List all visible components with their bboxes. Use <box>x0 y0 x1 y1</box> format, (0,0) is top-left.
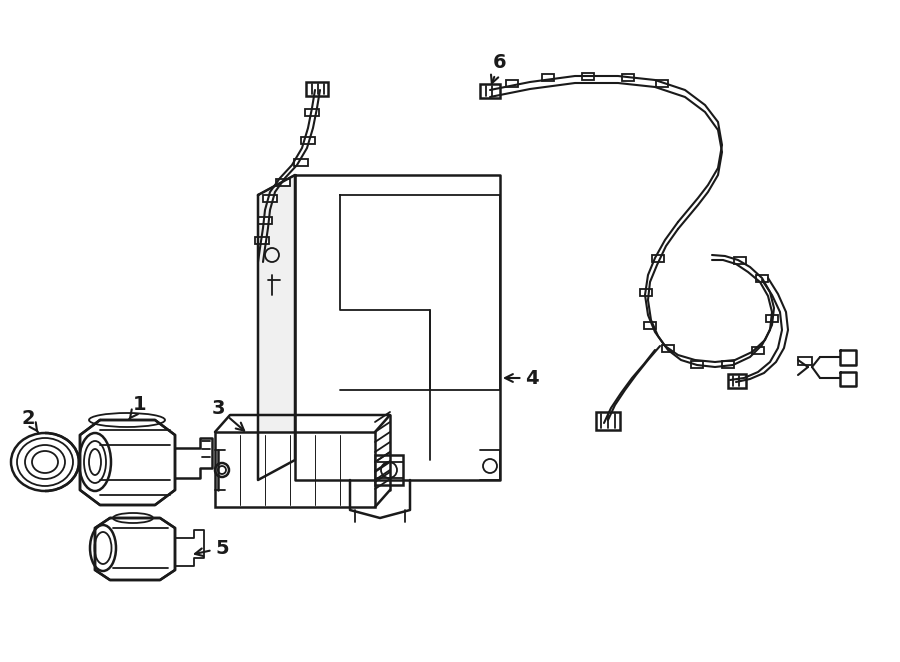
Bar <box>756 275 768 282</box>
Bar <box>301 137 315 144</box>
Bar <box>622 74 634 81</box>
Bar <box>542 74 554 81</box>
Bar <box>375 455 403 485</box>
Bar <box>276 179 290 186</box>
Bar <box>662 345 674 352</box>
Text: 1: 1 <box>129 395 147 420</box>
Bar <box>255 237 269 244</box>
Polygon shape <box>258 175 295 480</box>
Bar <box>734 257 746 264</box>
Bar <box>305 109 319 116</box>
Bar <box>644 322 656 329</box>
Bar <box>306 82 328 96</box>
Bar <box>215 432 375 507</box>
Text: 2: 2 <box>22 408 39 432</box>
Polygon shape <box>80 420 175 505</box>
Bar <box>582 73 594 80</box>
Bar <box>258 217 272 224</box>
Bar <box>294 159 308 166</box>
Bar <box>766 315 778 322</box>
Bar <box>263 195 277 202</box>
Bar <box>728 374 746 388</box>
Bar <box>752 347 764 354</box>
Polygon shape <box>95 518 175 580</box>
Bar <box>656 80 668 87</box>
Text: 3: 3 <box>212 399 244 431</box>
Bar <box>722 361 734 368</box>
Bar <box>640 289 652 296</box>
Bar <box>652 255 664 262</box>
Bar <box>596 412 620 430</box>
Text: 4: 4 <box>505 369 539 387</box>
Bar <box>506 80 518 87</box>
Text: 5: 5 <box>195 538 229 557</box>
Bar <box>691 361 703 368</box>
Text: 6: 6 <box>491 52 507 83</box>
Bar <box>798 357 812 365</box>
Bar <box>480 84 500 98</box>
